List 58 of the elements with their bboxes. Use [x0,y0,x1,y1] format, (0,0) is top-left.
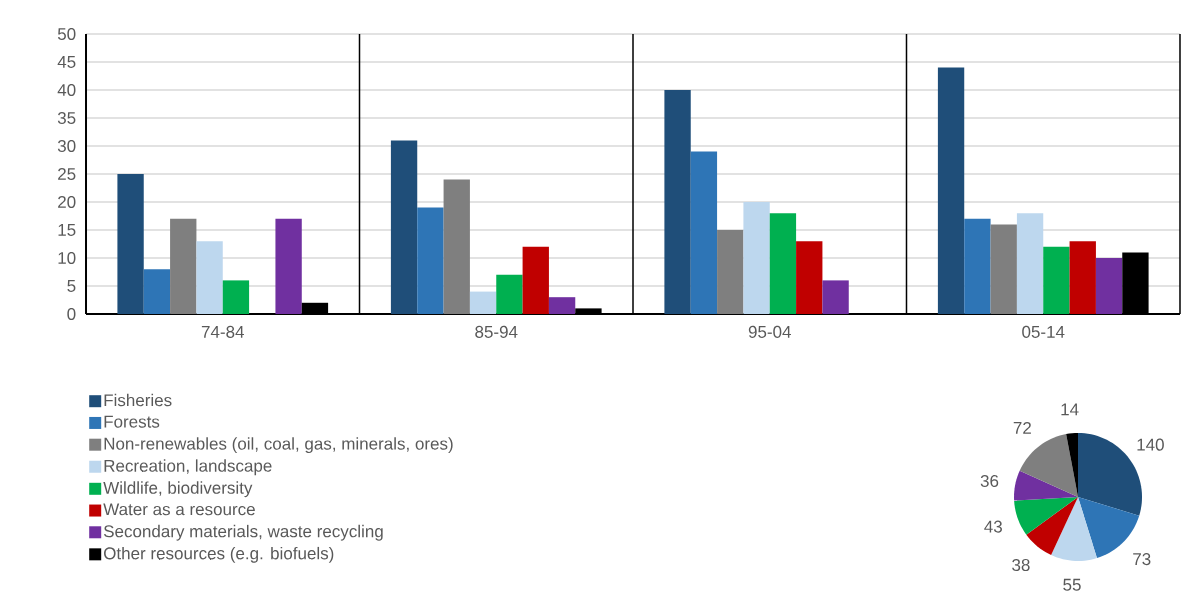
legend-label: Other resources (e.g. biofuels) [104,546,334,563]
bar [443,179,470,314]
bar [469,291,497,314]
x-tick-label: 85-94 [475,325,518,338]
bar [690,151,718,314]
y-tick-label: 45 [57,56,76,68]
bar [417,207,444,314]
y-tick-label: 15 [58,224,76,236]
y-tick-label: 30 [57,139,76,153]
x-tick-label: 74-84 [201,325,244,338]
y-tick-label: 0 [67,307,76,321]
bar [743,201,770,314]
y-tick-label: 40 [57,83,76,97]
legend-label: Wildlife, biodiversity [103,481,253,498]
bar [664,89,691,314]
x-tick-label: 05-14 [1022,325,1065,338]
y-tick-label: 20 [58,195,76,209]
bar [548,297,576,314]
bar [964,218,991,314]
bar [222,280,250,314]
bar [990,224,1017,314]
bar [522,246,549,314]
legend-label: Water as a resource [103,503,255,516]
data-label: 140 [1137,438,1164,451]
bar [1069,241,1096,314]
bar [1043,246,1070,314]
legend-label: Recreation, landscape [104,459,272,476]
bar [390,140,418,314]
y-tick-label: 10 [58,251,76,265]
legend-label: Secondary materials, waste recycling [103,524,383,541]
y-tick-label: 50 [57,27,76,41]
y-tick-label: 25 [58,167,76,181]
data-label: 43 [984,520,1002,533]
data-label: 73 [1133,553,1151,566]
data-label: 72 [1013,421,1031,434]
bar [769,213,797,314]
legend-label: Fisheries [104,393,172,407]
bar [937,67,965,314]
bar [143,269,171,314]
bar [496,274,523,314]
legend-label: Non-renewables (oil, coal, gas, minerals, ores) [104,437,453,454]
data-label: 38 [1012,559,1030,572]
y-tick-label: 35 [57,111,76,125]
legend-label: Forests [104,415,160,428]
bar [196,241,223,314]
bar [1095,257,1123,314]
x-tick-label: 95-04 [748,325,791,338]
data-label: 55 [1063,578,1081,591]
bar [275,218,302,314]
bar [717,229,744,314]
bar [117,173,144,314]
bar [796,241,823,314]
bar [170,218,197,314]
y-tick-label: 5 [67,280,76,292]
bar [1016,213,1044,314]
data-label: 14 [1061,403,1079,416]
bar [822,280,849,314]
data-label: 36 [980,474,999,487]
